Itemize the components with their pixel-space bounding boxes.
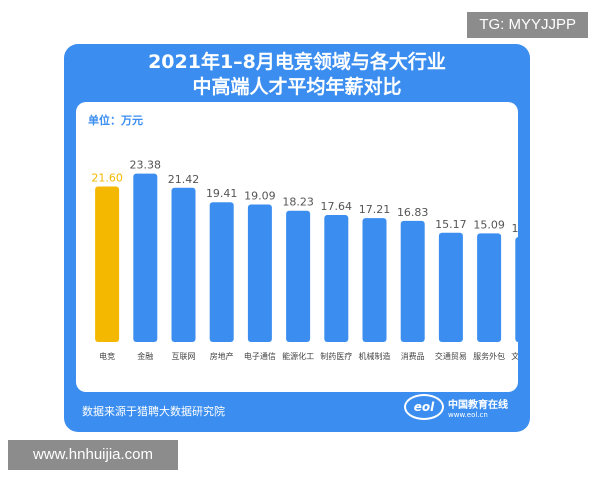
category-label-9: 交通贸易 (435, 351, 467, 361)
logo-name: 中国教育在线 (448, 399, 508, 411)
category-label-11: 文教传媒 (511, 351, 518, 361)
value-label-9: 15.17 (435, 218, 467, 231)
category-label-7: 机械制造 (359, 351, 391, 361)
bar-4 (247, 204, 272, 342)
source-text: 数据来源于猎聘大数据研究院 (82, 405, 225, 418)
bar-2 (171, 187, 196, 342)
logo-url: www.eol.cn (448, 410, 488, 419)
bar-9 (438, 232, 463, 342)
bar-1 (133, 173, 158, 342)
value-label-7: 17.21 (359, 203, 391, 216)
value-label-3: 19.41 (206, 187, 238, 200)
bar-10 (477, 233, 502, 342)
category-label-6: 制药医疗 (320, 351, 352, 361)
category-label-8: 消费品 (401, 351, 425, 361)
bar-0 (95, 186, 120, 342)
value-label-6: 17.64 (321, 200, 353, 213)
bar-6 (324, 214, 349, 342)
bar-8 (400, 220, 425, 342)
eol-logo-icon: eol (404, 394, 444, 420)
bar-chart: 21.60 电竞 23.38 金融 21.42 互联网 19.41 房地产 19.09 电子通信 1… (91, 159, 518, 361)
chart-title-line-2: 中高端人才平均年薪对比 (192, 76, 402, 98)
category-label-4: 电子通信 (244, 351, 276, 361)
eol-logo: eol 中国教育在线 www.eol.cn (404, 394, 508, 420)
category-label-1: 金融 (137, 351, 153, 361)
category-label-2: 互联网 (172, 352, 196, 361)
value-label-4: 19.09 (244, 190, 276, 203)
bar-7 (362, 218, 387, 342)
bar-5 (286, 210, 311, 342)
value-label-5: 18.23 (282, 196, 314, 209)
watermark-tag: TG: MYYJJPP (467, 12, 588, 38)
value-label-0: 21.60 (91, 171, 123, 184)
chart-title: 2021年1–8月电竞领域与各大行业 中高端人才平均年薪对比 (64, 50, 530, 100)
site-url-tag: www.hnhuijia.com (8, 440, 178, 470)
value-label-8: 16.83 (397, 206, 429, 219)
chart-title-line-1: 2021年1–8月电竞领域与各大行业 (148, 51, 446, 73)
value-label-1: 23.38 (130, 159, 162, 172)
chart-card: 2021年1–8月电竞领域与各大行业 中高端人才平均年薪对比 单位：万元 21.… (64, 44, 530, 432)
category-label-0: 电竞 (99, 351, 115, 361)
value-label-10: 15.09 (473, 218, 505, 231)
bar-3 (209, 202, 234, 342)
chart-panel: 单位：万元 21.60 电竞 23.38 金融 21.42 互联网 19.41 房地产 19.0… (76, 102, 518, 392)
category-label-10: 服务外包 (473, 351, 505, 361)
category-label-3: 房地产 (210, 351, 234, 361)
value-label-2: 21.42 (168, 173, 200, 186)
unit-label: 单位：万元 (88, 114, 143, 127)
category-label-5: 能源化工 (282, 351, 314, 361)
bar-11 (515, 237, 518, 342)
value-label-11: 14.56 (512, 222, 518, 235)
